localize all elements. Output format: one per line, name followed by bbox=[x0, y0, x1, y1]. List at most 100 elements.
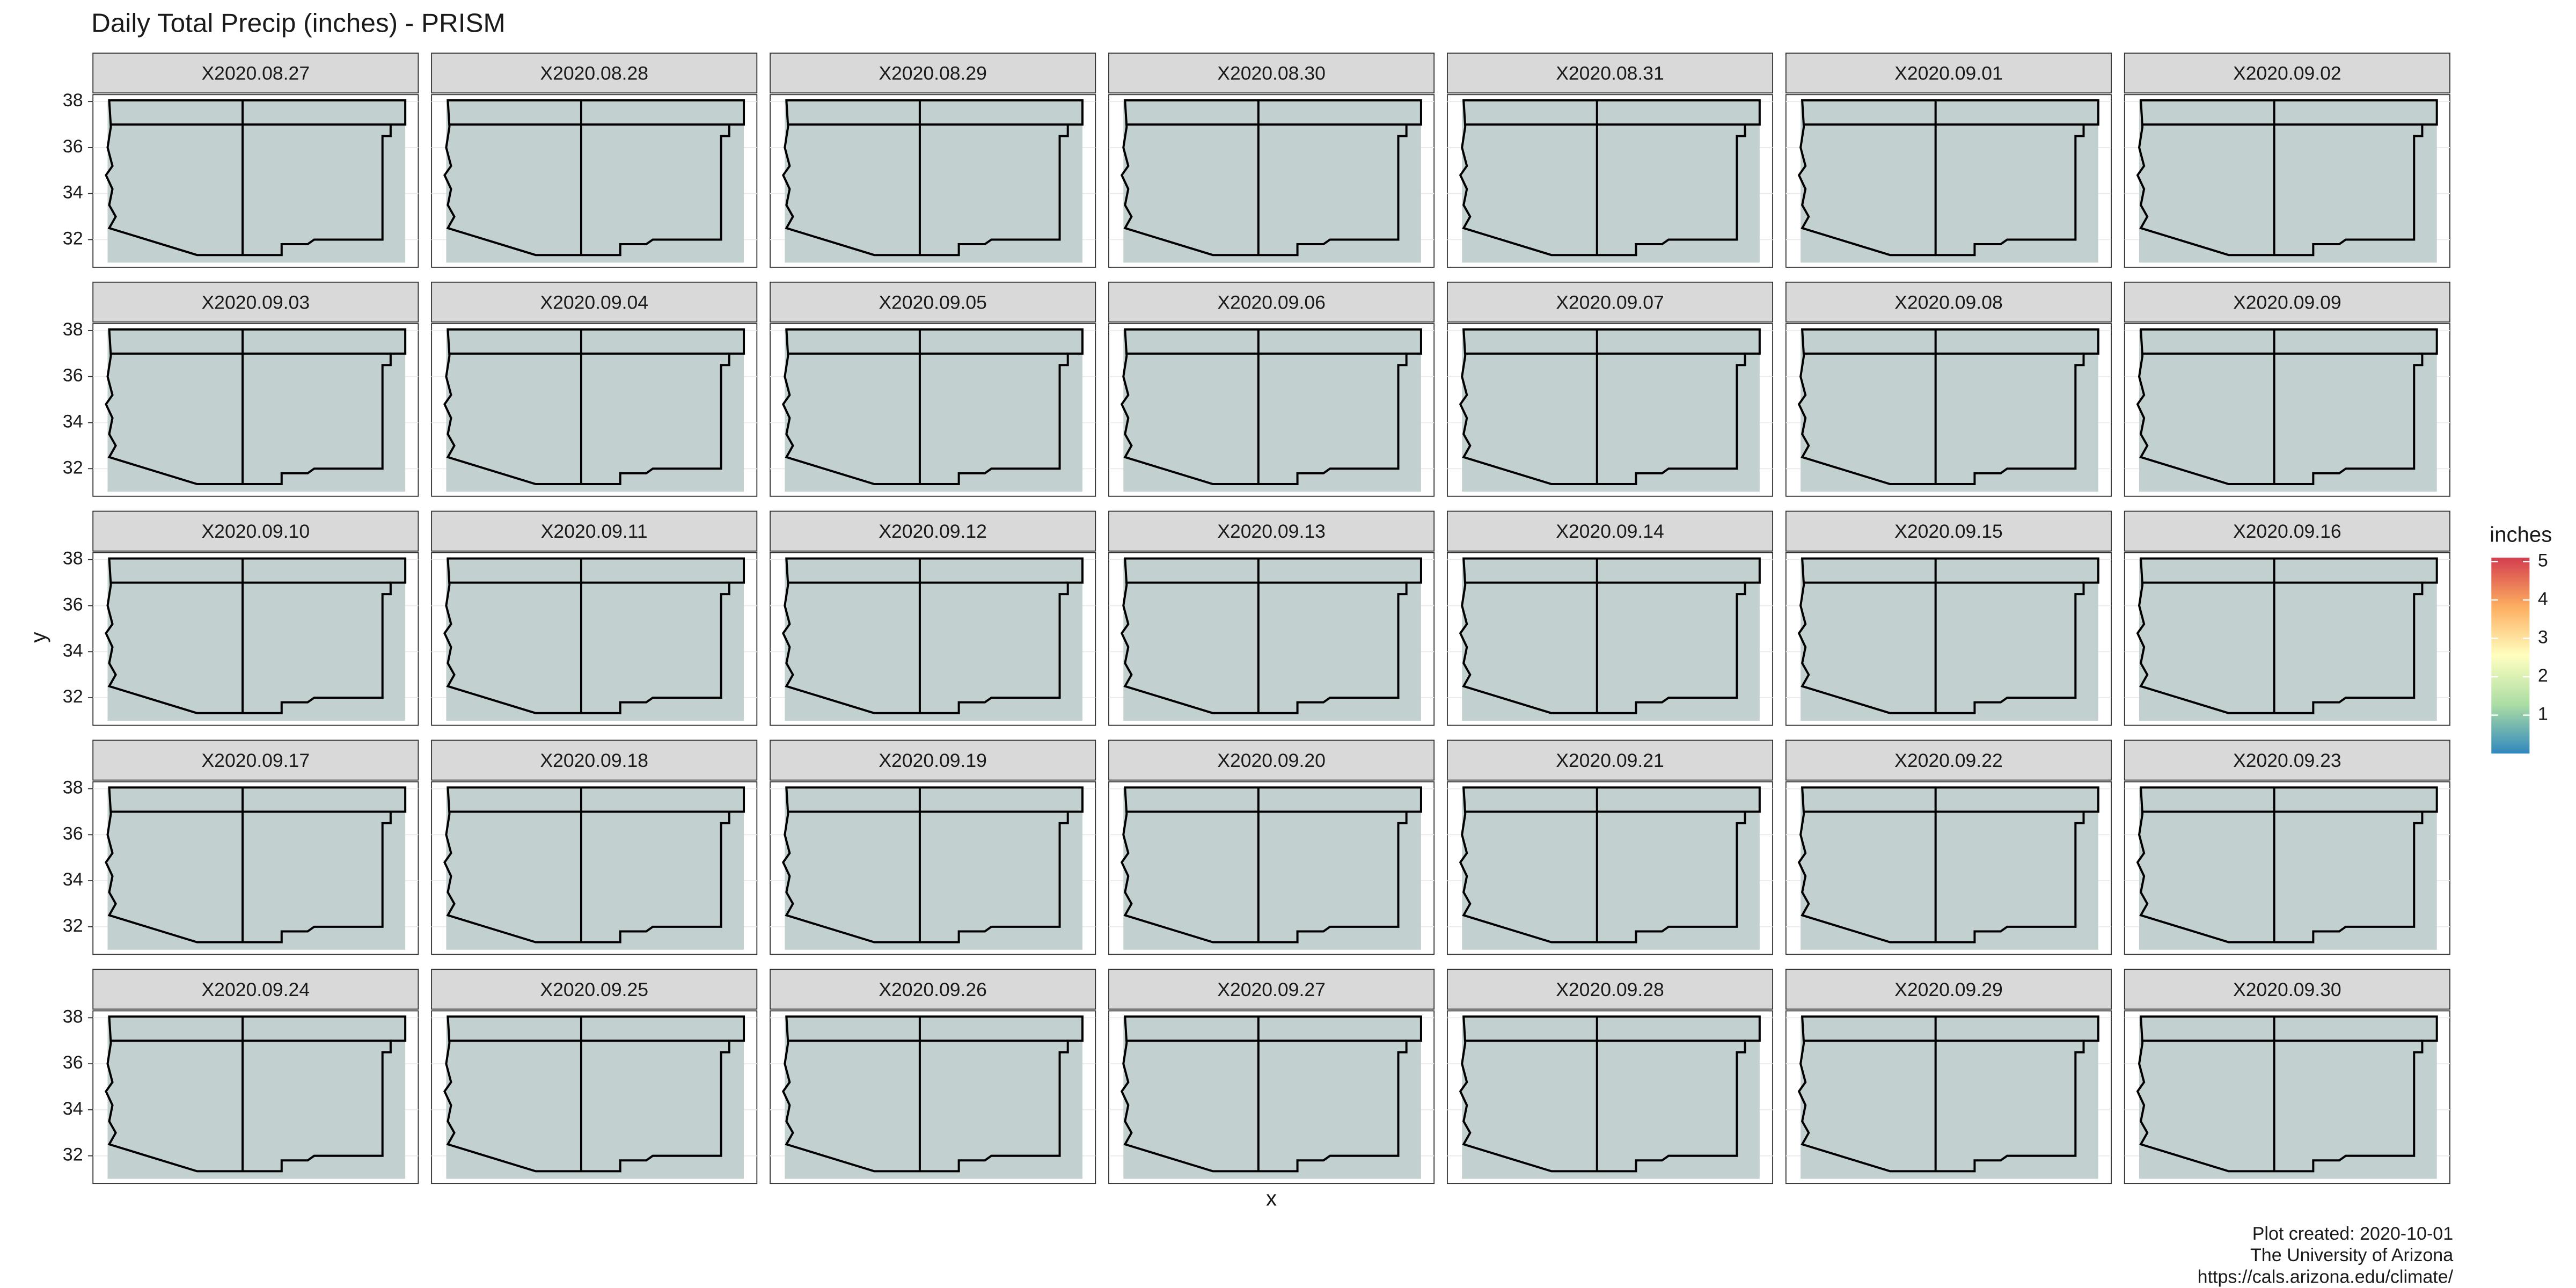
facet-label: X2020.09.13 bbox=[1217, 521, 1326, 542]
land-raster bbox=[1462, 1016, 1760, 1179]
land-raster bbox=[1462, 558, 1760, 721]
facet-label: X2020.09.06 bbox=[1217, 291, 1326, 313]
land-raster bbox=[785, 558, 1082, 721]
land-raster bbox=[107, 558, 406, 721]
facet-strip bbox=[770, 281, 1096, 323]
y-tick-label: 32 bbox=[63, 686, 83, 707]
y-tick-label: 32 bbox=[63, 916, 83, 936]
facet-strip bbox=[770, 969, 1096, 1010]
facet-label: X2020.09.10 bbox=[201, 521, 310, 542]
facet-strip bbox=[1108, 740, 1435, 781]
land-raster bbox=[446, 100, 744, 263]
facet-strip bbox=[1785, 281, 2112, 323]
land-raster bbox=[1801, 558, 2098, 721]
land-raster bbox=[1123, 100, 1421, 263]
legend-tick-label: 5 bbox=[2538, 550, 2548, 570]
land-raster bbox=[1123, 1016, 1421, 1179]
state-outline bbox=[1120, 557, 1422, 714]
state-outline bbox=[1459, 328, 1761, 486]
facet-label: X2020.09.01 bbox=[1894, 63, 2003, 84]
y-tick-label: 38 bbox=[63, 548, 83, 569]
facet-label: X2020.09.09 bbox=[2233, 291, 2341, 313]
land-raster bbox=[2139, 100, 2437, 263]
land-raster bbox=[107, 100, 406, 263]
facet-strip bbox=[1108, 969, 1435, 1010]
land-raster bbox=[2139, 787, 2437, 950]
y-tick-label: 36 bbox=[63, 823, 83, 844]
state-outline bbox=[105, 1015, 407, 1173]
facet-label: X2020.09.27 bbox=[1217, 979, 1326, 1000]
facet-strip bbox=[92, 740, 419, 781]
land-raster bbox=[785, 1016, 1082, 1179]
facet-strip bbox=[1446, 969, 1774, 1010]
land-raster bbox=[107, 329, 406, 492]
land-raster bbox=[1801, 1016, 2098, 1179]
facet-strip bbox=[2124, 740, 2450, 781]
facet-label: X2020.09.16 bbox=[2233, 521, 2341, 542]
caption: https://cals.arizona.edu/climate/ bbox=[2198, 1267, 2454, 1287]
facet-label: X2020.09.11 bbox=[541, 521, 648, 542]
state-outline bbox=[105, 557, 407, 714]
facet-strip bbox=[1446, 740, 1774, 781]
facet-label: X2020.08.27 bbox=[201, 63, 310, 84]
facet-strip bbox=[1446, 281, 1774, 323]
facet-strip bbox=[1108, 510, 1435, 552]
legend-tick-label: 3 bbox=[2538, 627, 2548, 647]
state-outline bbox=[443, 328, 745, 486]
facet-label: X2020.09.14 bbox=[1556, 521, 1664, 542]
state-outline bbox=[1459, 786, 1761, 943]
y-tick-label: 34 bbox=[63, 182, 83, 203]
land-raster bbox=[1462, 329, 1760, 492]
state-outline bbox=[1120, 99, 1422, 257]
y-tick-label: 38 bbox=[63, 90, 83, 111]
facet-strip bbox=[431, 53, 758, 94]
land-raster bbox=[1123, 787, 1421, 950]
y-tick-label: 36 bbox=[63, 136, 83, 157]
state-outline bbox=[781, 786, 1084, 943]
land-raster bbox=[107, 787, 406, 950]
facet-label: X2020.09.26 bbox=[879, 979, 987, 1000]
state-outline bbox=[105, 328, 407, 486]
land-raster bbox=[1801, 787, 2098, 950]
facet-label: X2020.09.24 bbox=[201, 979, 310, 1000]
y-tick-label: 34 bbox=[63, 1099, 83, 1119]
facet-label: X2020.09.12 bbox=[879, 521, 987, 542]
state-outline bbox=[2136, 557, 2438, 714]
facet-label: X2020.09.19 bbox=[879, 750, 987, 771]
y-tick-label: 36 bbox=[63, 1052, 83, 1073]
state-outline bbox=[443, 99, 745, 257]
land-raster bbox=[446, 1016, 744, 1179]
facet-strip bbox=[431, 969, 758, 1010]
facet-strip bbox=[1446, 53, 1774, 94]
state-outline bbox=[2136, 99, 2438, 257]
facet-label: X2020.09.25 bbox=[540, 979, 648, 1000]
land-raster bbox=[1462, 787, 1760, 950]
caption: The University of Arizona bbox=[2250, 1245, 2453, 1265]
facet-strip bbox=[2124, 969, 2450, 1010]
facet-label: X2020.08.28 bbox=[540, 63, 648, 84]
land-raster bbox=[1123, 329, 1421, 492]
land-raster bbox=[785, 329, 1082, 492]
facet-strip bbox=[1785, 969, 2112, 1010]
state-outline bbox=[1120, 328, 1422, 486]
state-outline bbox=[2136, 328, 2438, 486]
land-raster bbox=[2139, 558, 2437, 721]
state-outline bbox=[1120, 786, 1422, 943]
facet-strip bbox=[1785, 740, 2112, 781]
facet-label: X2020.09.30 bbox=[2233, 979, 2341, 1000]
facet-strip bbox=[2124, 53, 2450, 94]
land-raster bbox=[1801, 100, 2098, 263]
facet-label: X2020.09.04 bbox=[540, 291, 648, 313]
facet-label: X2020.09.05 bbox=[879, 291, 987, 313]
y-tick-label: 38 bbox=[63, 778, 83, 798]
state-outline bbox=[781, 99, 1084, 257]
state-outline bbox=[781, 557, 1084, 714]
y-tick-label: 34 bbox=[63, 411, 83, 431]
facet-label: X2020.09.18 bbox=[540, 750, 648, 771]
facet-label: X2020.08.31 bbox=[1556, 63, 1664, 84]
facet-strip bbox=[770, 740, 1096, 781]
facet-label: X2020.09.23 bbox=[2233, 750, 2341, 771]
state-outline bbox=[2136, 1015, 2438, 1173]
land-raster bbox=[446, 558, 744, 721]
facet-strip bbox=[2124, 510, 2450, 552]
